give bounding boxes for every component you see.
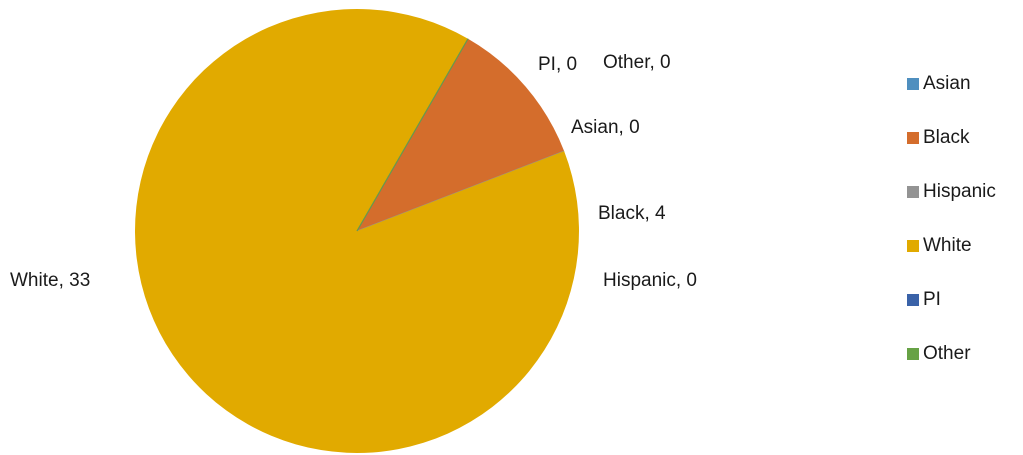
legend-swatch-pi	[907, 293, 919, 306]
pie-slices	[134, 8, 579, 453]
data-label-asian: Asian, 0	[571, 117, 640, 138]
legend-label-asian: Asian	[923, 72, 971, 94]
legend-item-pi: PI	[907, 288, 1023, 311]
legend-item-asian: Asian	[907, 72, 1023, 95]
pie-data-labels: Asian, 0 Black, 4 Hispanic, 0 White, 33 PI, …	[10, 52, 697, 291]
chart-legend: Asian Black Hispanic White PI Other	[907, 72, 1023, 396]
legend-item-hispanic: Hispanic	[907, 180, 1023, 203]
legend-swatch-black	[907, 131, 919, 144]
legend-label-other: Other	[923, 342, 971, 364]
legend-item-white: White	[907, 234, 1023, 257]
pie-slice-other	[356, 38, 469, 232]
legend-item-black: Black	[907, 126, 1023, 149]
legend-swatch-other	[907, 347, 919, 360]
legend-item-other: Other	[907, 342, 1023, 365]
legend-label-black: Black	[923, 126, 970, 148]
data-label-other: Other, 0	[603, 52, 671, 73]
data-label-black: Black, 4	[598, 203, 666, 224]
legend-label-white: White	[923, 234, 972, 256]
legend-label-pi: PI	[923, 288, 941, 310]
legend-label-hispanic: Hispanic	[923, 180, 996, 202]
data-label-hispanic: Hispanic, 0	[603, 270, 697, 291]
data-label-pi: PI, 0	[538, 54, 577, 75]
legend-swatch-hispanic	[907, 185, 919, 198]
data-label-white: White, 33	[10, 270, 90, 291]
legend-swatch-asian	[907, 77, 919, 90]
legend-swatch-white	[907, 239, 919, 252]
pie-slice-black	[357, 38, 565, 231]
